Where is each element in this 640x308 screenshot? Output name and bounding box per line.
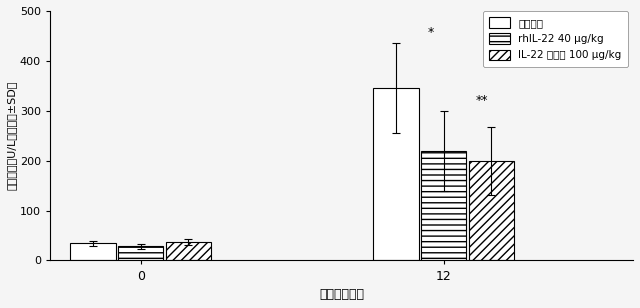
Text: *: *	[428, 26, 434, 39]
Bar	[468, 161, 514, 261]
Bar	[118, 246, 163, 261]
Legend: モデル群, rhIL-22 40 μg/kg, IL-22 二量体 100 μg/kg: モデル群, rhIL-22 40 μg/kg, IL-22 二量体 100 μg…	[483, 11, 628, 67]
Bar	[421, 151, 467, 261]
Bar	[166, 241, 211, 261]
Text: **: **	[476, 94, 488, 107]
X-axis label: 時間（時間）: 時間（時間）	[319, 288, 364, 301]
Bar	[373, 88, 419, 261]
Y-axis label: リパーゼ（U/L）（平均±SD）: リパーゼ（U/L）（平均±SD）	[7, 81, 17, 190]
Bar	[70, 243, 116, 261]
